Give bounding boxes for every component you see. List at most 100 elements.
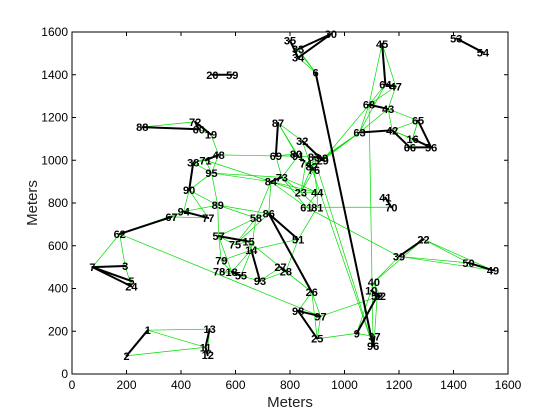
node-label-68: 68	[363, 100, 375, 112]
node-label-5: 5	[128, 276, 134, 288]
green-edge-19-48	[210, 134, 219, 156]
black-edges-layer	[91, 33, 495, 357]
node-label-80: 80	[290, 149, 302, 161]
node-label-92: 92	[374, 291, 386, 303]
black-edge-65-56	[417, 119, 433, 149]
node-label-84: 84	[265, 177, 278, 189]
black-edge-41-70	[384, 196, 393, 209]
green-edges-layer	[92, 33, 494, 357]
green-edge-1-11	[147, 329, 206, 348]
green-edge-68-63	[359, 104, 370, 133]
x-tick-label: 1000	[331, 378, 358, 392]
green-edge-40-22	[373, 239, 424, 283]
green-edge-82-23	[300, 166, 313, 193]
green-edge-44-61	[306, 192, 318, 208]
green-edge-63-64	[359, 84, 386, 133]
node-label-9: 9	[354, 328, 360, 340]
node-label-37: 37	[368, 332, 380, 344]
node-label-39: 39	[393, 251, 405, 263]
green-edge-68-64	[368, 84, 386, 105]
node-label-72: 72	[189, 117, 201, 129]
green-edge-66-16	[409, 138, 413, 148]
green-edge-89-90	[189, 189, 218, 206]
green-edge-3-24	[124, 265, 132, 287]
green-edge-18-79	[221, 260, 232, 273]
black-edge-7-5	[91, 266, 133, 283]
node-label-96: 96	[367, 341, 379, 353]
green-edge-26-97	[311, 292, 321, 317]
green-edge-55-14	[240, 249, 252, 276]
black-edge-84-73	[269, 176, 283, 183]
node-label-2: 2	[123, 351, 129, 363]
node-label-40: 40	[368, 277, 380, 289]
y-tick-label: 1600	[41, 25, 68, 39]
node-label-16: 16	[407, 134, 419, 146]
green-edge-74-29	[305, 159, 323, 164]
x-axis: 0 200 400 600 800 1000 1200 1400 1600	[69, 32, 522, 392]
black-edge-16-56	[411, 137, 433, 149]
green-edge-84-95	[211, 172, 271, 182]
x-tick-label: 800	[280, 378, 300, 392]
green-edge-29-68	[322, 104, 370, 161]
black-edge-15-57	[217, 235, 250, 243]
node-label-53: 53	[450, 33, 462, 45]
node-label-73: 73	[276, 172, 288, 184]
node-label-6: 6	[313, 68, 319, 80]
green-edge-45-47	[381, 43, 397, 87]
node-label-98: 98	[292, 306, 304, 318]
black-edge-9-52	[355, 294, 379, 335]
black-edge-97-98	[297, 309, 322, 318]
black-edge-50-49	[467, 261, 495, 272]
y-tick-label: 1000	[41, 153, 68, 167]
node-label-64: 64	[379, 79, 392, 91]
black-edge-64-47	[384, 83, 397, 88]
black-edge-35-34	[289, 39, 300, 59]
green-edge-97-62	[119, 233, 321, 317]
black-edge-83-99	[312, 156, 324, 160]
node-label-49: 49	[487, 265, 499, 277]
black-edge-37-96	[372, 335, 376, 348]
node-label-50: 50	[462, 258, 474, 270]
black-edge-6-96	[314, 71, 375, 348]
node-label-54: 54	[477, 47, 490, 59]
node-label-22: 22	[417, 234, 429, 246]
black-edge-34-30	[297, 33, 332, 59]
green-edge-58-14	[250, 217, 257, 251]
node-label-19: 19	[205, 130, 217, 142]
green-edge-15-27	[248, 241, 281, 268]
node-label-29: 29	[317, 155, 329, 167]
green-edge-35-6	[289, 40, 316, 73]
node-label-34: 34	[292, 53, 305, 65]
green-edge-43-42	[387, 108, 393, 131]
node-label-94: 94	[178, 207, 191, 219]
green-edge-25-9	[317, 333, 357, 340]
green-edge-69-80	[275, 153, 297, 157]
green-edge-84-23	[270, 181, 302, 193]
green-edge-61-39	[306, 206, 400, 257]
node-label-82: 82	[306, 162, 318, 174]
black-edge-14-93	[250, 249, 262, 283]
node-label-11: 11	[200, 342, 212, 354]
green-edge-39-49	[398, 256, 494, 271]
node-label-90: 90	[183, 185, 195, 197]
node-label-41: 41	[379, 193, 391, 205]
node-label-99: 99	[316, 153, 328, 165]
black-edge-87-69	[274, 121, 280, 157]
node-label-18: 18	[226, 267, 238, 279]
node-label-95: 95	[205, 168, 217, 180]
node-label-51: 51	[292, 234, 304, 246]
green-edge-90-77	[188, 189, 209, 219]
x-tick-label: 600	[225, 378, 245, 392]
green-edge-92-97	[320, 295, 381, 317]
black-edge-26-86	[267, 212, 313, 294]
y-tick-label: 400	[48, 282, 68, 296]
node-label-32: 32	[296, 136, 308, 148]
node-label-74: 74	[300, 158, 313, 170]
green-edge-94-89	[183, 204, 218, 212]
x-tick-label: 1200	[386, 378, 413, 392]
node-label-35: 35	[284, 36, 296, 48]
black-edge-22-39	[398, 238, 425, 258]
green-edge-10-40	[370, 281, 375, 291]
y-tick-label: 200	[48, 324, 68, 338]
green-edge-74-23	[300, 163, 307, 193]
